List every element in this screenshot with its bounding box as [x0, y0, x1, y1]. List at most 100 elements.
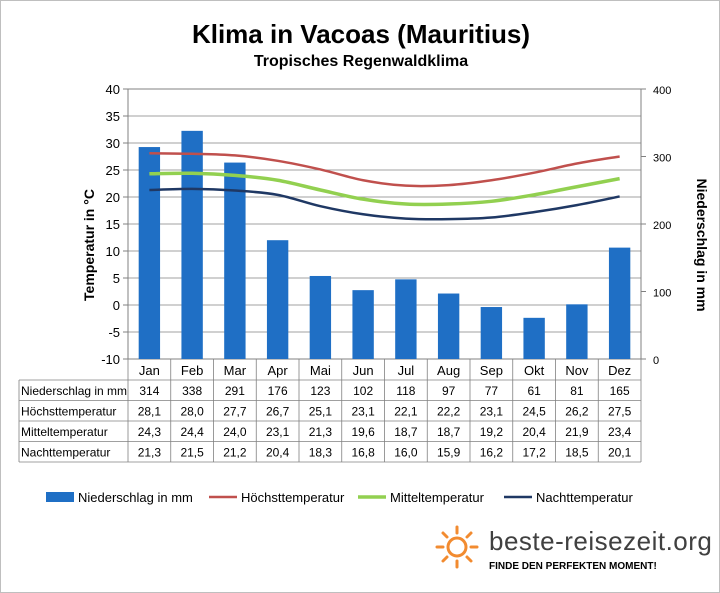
table-cell: 24,3 — [138, 425, 162, 439]
table-cell: 28,1 — [138, 405, 162, 419]
y-tick-label-left: 5 — [113, 271, 120, 286]
table-cell: 15,9 — [437, 446, 461, 460]
bar-niederschlag — [523, 317, 545, 359]
table-cell: 17,2 — [522, 446, 546, 460]
y-tick-label-left: 10 — [106, 244, 120, 259]
x-tick-label: Jun — [353, 363, 374, 378]
table-cell: 21,3 — [309, 425, 333, 439]
sun-icon — [435, 525, 479, 569]
line-mitteltemperatur — [149, 171, 620, 207]
y-axis-label-left: Temperatur in °C — [81, 189, 97, 301]
brand-logo[interactable]: beste-reisezeit.org FINDE DEN PERFEKTEN … — [429, 521, 719, 581]
legend-swatch — [46, 492, 74, 502]
y-tick-label-left: 20 — [106, 190, 120, 205]
table-cell: 26,2 — [565, 405, 589, 419]
brand-name: beste-reisezeit.org — [489, 526, 713, 556]
table-row-label: Mitteltemperatur — [21, 425, 108, 439]
table-cell: 123 — [310, 384, 330, 398]
table-cell: 338 — [182, 384, 202, 398]
table-cell: 23,4 — [608, 425, 632, 439]
climate-chart: 40 35 30 25 20 15 10 5 0 -5 -10 400 300 200 100 0 Jan Fe… — [18, 82, 710, 505]
y-tick-label-left: -5 — [108, 325, 120, 340]
y-tick-label-left: -10 — [101, 352, 120, 367]
chart-subtitle: Tropisches Regenwaldklima — [253, 53, 469, 70]
x-tick-label: Sep — [480, 363, 503, 378]
bar-niederschlag — [352, 290, 374, 359]
table-cell: 102 — [353, 384, 373, 398]
table-cell: 23,1 — [480, 405, 504, 419]
y-tick-label-right: 300 — [653, 153, 671, 165]
table-cell: 27,7 — [223, 405, 247, 419]
table-cell: 24,0 — [223, 425, 247, 439]
y-axis-label-right: Niederschlag in mm — [694, 178, 710, 311]
table-cell: 21,2 — [223, 446, 247, 460]
table-cell: 118 — [396, 384, 415, 398]
bar-niederschlag — [138, 147, 161, 359]
bar-niederschlag — [608, 247, 631, 359]
table-cell: 18,5 — [565, 446, 589, 460]
table-cell: 97 — [442, 384, 456, 398]
table-cell: 291 — [225, 384, 245, 398]
x-tick-label: Dez — [608, 363, 631, 378]
x-tick-label: Okt — [524, 363, 545, 378]
table-cell: 20,1 — [608, 446, 632, 460]
x-tick-label: Feb — [181, 363, 203, 378]
y-tick-label-left: 40 — [106, 82, 120, 97]
y-tick-label-left: 35 — [106, 109, 120, 124]
x-tick-label: Apr — [268, 363, 289, 378]
table-cell: 176 — [268, 384, 288, 398]
x-tick-label: Aug — [437, 363, 460, 378]
table-cell: 21,9 — [565, 425, 589, 439]
table-cell: 25,1 — [309, 405, 333, 419]
table-cell: 16,8 — [351, 446, 375, 460]
table-cell: 19,6 — [351, 425, 375, 439]
table-cell: 22,2 — [437, 405, 461, 419]
table-row-label: Niederschlag in mm — [21, 384, 127, 398]
y-tick-label-right: 200 — [653, 220, 671, 232]
table-cell: 21,5 — [180, 446, 204, 460]
table-cell: 24,4 — [180, 425, 204, 439]
table-cell: 26,7 — [266, 405, 290, 419]
table-cell: 24,5 — [522, 405, 546, 419]
line-hoechsttemperatur — [149, 152, 620, 188]
table-cell: 77 — [485, 384, 499, 398]
table-cell: 23,1 — [351, 405, 375, 419]
line-nachttemperatur — [149, 187, 620, 221]
x-tick-label: Jan — [139, 363, 160, 378]
bar-niederschlag — [395, 279, 417, 359]
y-tick-label-left: 15 — [106, 217, 120, 232]
table-cell: 20,4 — [522, 425, 546, 439]
y-tick-label-right: 400 — [653, 85, 671, 97]
legend-label: Höchsttemperatur — [241, 490, 345, 505]
bar-niederschlag — [266, 240, 289, 359]
chart-title: Klima in Vacoas (Mauritius) — [191, 19, 531, 49]
bar-niederschlag — [309, 275, 332, 359]
bar-niederschlag — [480, 307, 503, 359]
table-cell: 61 — [527, 384, 541, 398]
table-cell: 16,0 — [394, 446, 418, 460]
legend-label: Mitteltemperatur — [390, 490, 485, 505]
table-cell: 23,1 — [266, 425, 290, 439]
table-cell: 28,0 — [180, 405, 204, 419]
table-cell: 27,5 — [608, 405, 632, 419]
table-cell: 81 — [570, 384, 584, 398]
y-tick-label-right: 100 — [653, 288, 671, 300]
table-cell: 19,2 — [480, 425, 504, 439]
table-cell: 22,1 — [394, 405, 418, 419]
legend-label: Niederschlag in mm — [78, 490, 193, 505]
x-tick-label: Mai — [310, 363, 331, 378]
bar-niederschlag — [181, 130, 203, 359]
y-tick-label-right: 0 — [653, 355, 659, 367]
bar-niederschlag — [437, 293, 460, 359]
y-tick-label-left: 0 — [113, 298, 120, 313]
x-tick-label: Mar — [224, 363, 247, 378]
bar-niederschlag — [224, 162, 246, 359]
table-cell: 18,7 — [394, 425, 418, 439]
y-tick-label-left: 30 — [106, 136, 120, 151]
y-tick-label-left: 25 — [106, 163, 120, 178]
table-cell: 314 — [139, 384, 159, 398]
legend-label: Nachttemperatur — [536, 490, 633, 505]
x-tick-label: Jul — [398, 363, 415, 378]
table-cell: 18,3 — [309, 446, 333, 460]
